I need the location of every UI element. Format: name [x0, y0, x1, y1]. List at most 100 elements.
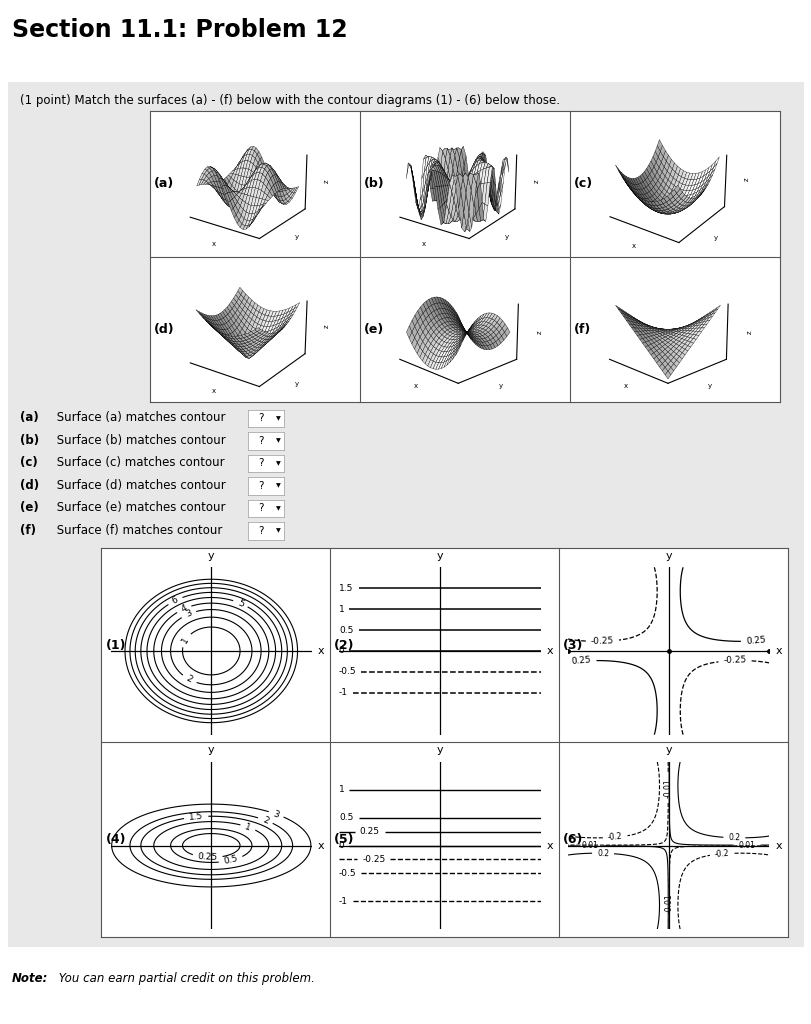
Text: ▼: ▼	[276, 416, 281, 421]
Text: y: y	[664, 745, 672, 755]
Text: 0.25: 0.25	[197, 852, 217, 862]
Text: 2: 2	[261, 815, 269, 825]
Text: (3): (3)	[562, 639, 582, 651]
Text: 0.01: 0.01	[738, 841, 755, 850]
Text: 3: 3	[184, 609, 193, 620]
Text: (c): (c)	[20, 457, 38, 469]
Text: y: y	[436, 551, 443, 560]
X-axis label: x: x	[212, 388, 216, 394]
Text: 1.5: 1.5	[339, 584, 354, 593]
X-axis label: x: x	[631, 243, 635, 249]
Text: -0.25: -0.25	[723, 655, 746, 666]
Text: 0.5: 0.5	[339, 813, 354, 822]
Text: Surface (f) matches contour: Surface (f) matches contour	[53, 524, 222, 537]
Text: ?: ?	[258, 436, 263, 445]
Text: -0.2: -0.2	[714, 849, 729, 859]
Text: ▼: ▼	[276, 461, 281, 466]
Text: ?: ?	[258, 459, 263, 468]
Y-axis label: y: y	[713, 236, 717, 241]
Text: y: y	[208, 745, 214, 755]
Text: -0.5: -0.5	[338, 869, 356, 878]
Y-axis label: y: y	[294, 234, 298, 240]
Text: 0.25: 0.25	[359, 827, 380, 836]
Y-axis label: y: y	[294, 381, 298, 386]
Text: ▼: ▼	[276, 506, 281, 511]
Text: 1: 1	[180, 635, 191, 645]
Text: 0.5: 0.5	[222, 854, 238, 866]
Text: Surface (b) matches contour: Surface (b) matches contour	[53, 434, 225, 446]
Text: -0.25: -0.25	[590, 637, 613, 646]
Text: ▼: ▼	[276, 438, 281, 443]
Text: (1): (1)	[105, 639, 126, 651]
Text: (d): (d)	[154, 323, 174, 336]
Text: x: x	[318, 646, 324, 656]
Text: 1: 1	[338, 785, 344, 795]
Text: -0.5: -0.5	[338, 668, 356, 677]
Text: ▼: ▼	[276, 483, 281, 488]
X-axis label: x: x	[212, 241, 216, 247]
Text: (6): (6)	[562, 834, 582, 846]
Text: ▼: ▼	[276, 528, 281, 534]
Text: 5: 5	[236, 598, 245, 608]
Text: -1: -1	[338, 897, 347, 906]
Text: 2: 2	[185, 674, 194, 685]
Text: Problem List: Problem List	[79, 59, 154, 70]
Text: ?: ?	[258, 481, 263, 490]
Text: 0.5: 0.5	[339, 626, 354, 635]
Text: (1 point) Match the surfaces (a) - (f) below with the contour diagrams (1) - (6): (1 point) Match the surfaces (a) - (f) b…	[20, 94, 560, 108]
Text: 0: 0	[338, 841, 344, 850]
Text: (e): (e)	[20, 502, 39, 514]
Text: (f): (f)	[573, 323, 590, 336]
Text: -1: -1	[338, 688, 347, 697]
Text: -0.25: -0.25	[362, 855, 385, 864]
Text: 0.2: 0.2	[596, 849, 608, 858]
Text: You can earn partial credit on this problem.: You can earn partial credit on this prob…	[55, 972, 315, 985]
Text: y: y	[208, 551, 214, 560]
Text: 0.25: 0.25	[744, 636, 766, 646]
Text: ?: ?	[258, 504, 263, 513]
Text: 6: 6	[170, 595, 179, 606]
Text: Surface (a) matches contour: Surface (a) matches contour	[53, 412, 225, 424]
Text: 0.2: 0.2	[727, 834, 740, 843]
Text: Note:: Note:	[12, 972, 49, 985]
Text: 0: 0	[338, 646, 344, 655]
Text: (2): (2)	[334, 639, 354, 651]
Text: x: x	[546, 841, 552, 851]
Text: (e): (e)	[363, 323, 384, 336]
Text: -0.01: -0.01	[663, 778, 672, 798]
Text: (a): (a)	[20, 412, 39, 424]
Text: (d): (d)	[20, 479, 40, 492]
Y-axis label: y: y	[707, 383, 711, 389]
Y-axis label: y: y	[498, 383, 502, 389]
X-axis label: x: x	[623, 383, 627, 389]
Text: (4): (4)	[105, 834, 126, 846]
Text: Surface (e) matches contour: Surface (e) matches contour	[53, 502, 225, 514]
Text: 1: 1	[243, 822, 252, 833]
Text: Next: Next	[176, 59, 204, 70]
Text: ?: ?	[258, 526, 263, 536]
Text: ?: ?	[258, 414, 263, 423]
Text: Surface (d) matches contour: Surface (d) matches contour	[53, 479, 225, 492]
Text: (a): (a)	[154, 177, 174, 190]
Text: Surface (c) matches contour: Surface (c) matches contour	[53, 457, 224, 469]
Text: x: x	[318, 841, 324, 851]
Text: (c): (c)	[573, 177, 592, 190]
X-axis label: x: x	[414, 383, 418, 389]
Text: -0.01: -0.01	[664, 893, 673, 912]
Text: Previous: Previous	[15, 59, 65, 70]
Text: x: x	[775, 646, 781, 656]
Text: x: x	[775, 841, 781, 851]
Text: x: x	[546, 646, 552, 656]
Text: 3: 3	[272, 809, 280, 819]
Text: (5): (5)	[334, 834, 354, 846]
X-axis label: x: x	[421, 241, 425, 247]
Text: 1: 1	[338, 604, 344, 613]
Text: y: y	[664, 551, 672, 560]
Text: (b): (b)	[363, 177, 384, 190]
Text: (f): (f)	[20, 524, 36, 537]
Text: 0.01: 0.01	[581, 842, 598, 850]
Text: Section 11.1: Problem 12: Section 11.1: Problem 12	[12, 18, 347, 42]
Text: (b): (b)	[20, 434, 40, 446]
Y-axis label: y: y	[504, 234, 508, 240]
Text: y: y	[436, 745, 443, 755]
